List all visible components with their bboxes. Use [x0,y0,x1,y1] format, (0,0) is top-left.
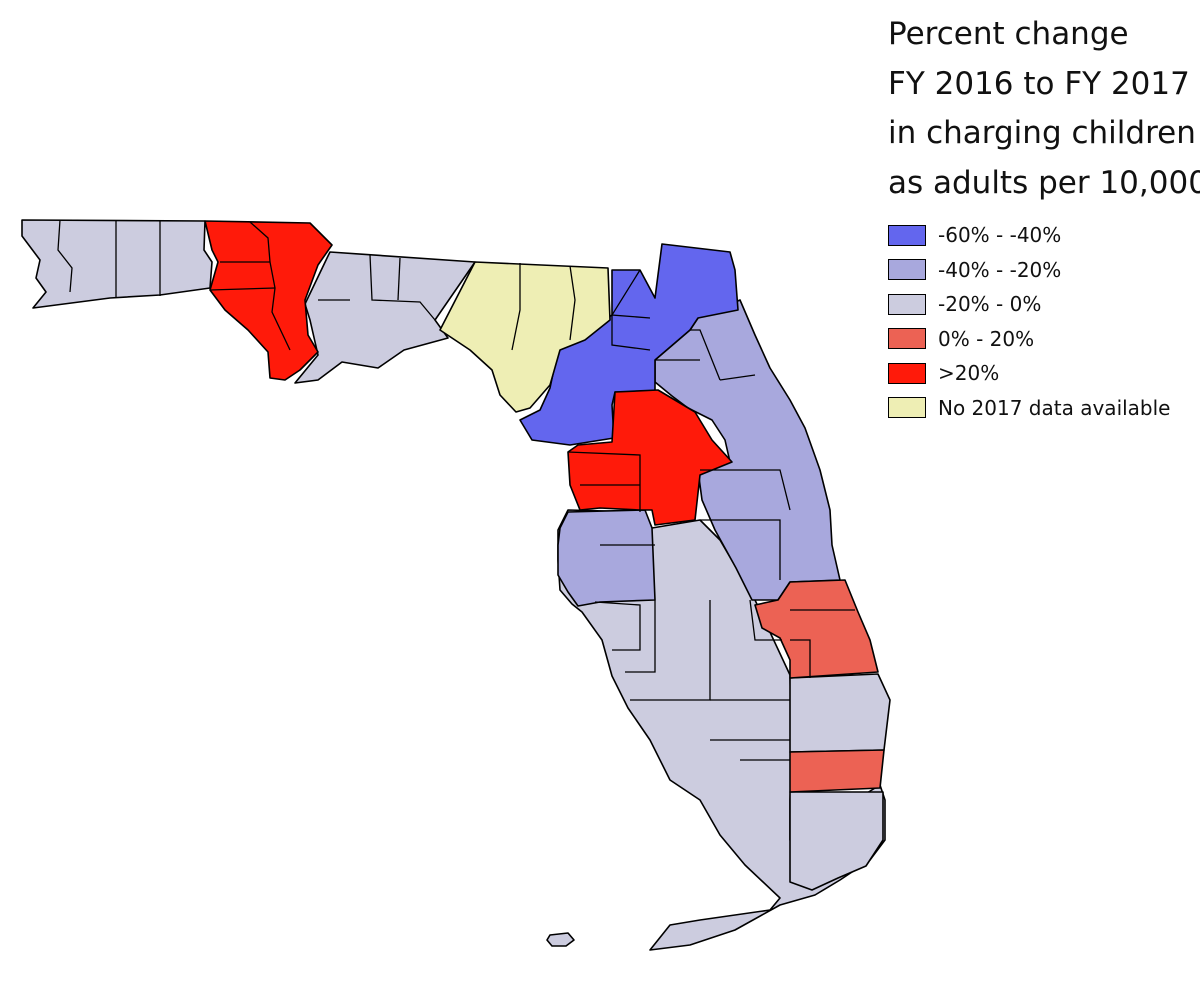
counties-yellow [439,261,611,413]
legend-label: >20% [938,361,1000,386]
legend-label: -60% - -40% [938,223,1062,248]
legend-title-line: FY 2016 to FY 2017 [888,65,1190,102]
counties-salmon [754,579,885,793]
county-miami-dade [789,791,884,891]
legend-item: 0% - 20% [888,322,1194,357]
county-panhandle-west [21,219,213,309]
legend-title: Percent change FY 2016 to FY 2017 in cha… [888,10,1200,208]
county-panhandle-red [204,220,333,381]
county-central-red [567,389,733,526]
legend-title-line: Percent change [888,16,1129,52]
legend-swatch [888,397,926,419]
county-borders [57,219,855,761]
legend-item: -60% - -40% [888,218,1194,253]
legend-title-line: as adults per 10,000 [888,164,1200,201]
county-no-data [439,261,611,413]
legend-label: -20% - 0% [938,292,1042,317]
legend-item: >20% [888,356,1194,391]
county-southeast-salmon [754,579,879,679]
county-southeast [789,673,891,753]
legend-swatch [888,362,926,384]
county-keys-island [546,932,575,947]
legend-swatch [888,328,926,350]
county-east-coast [654,299,841,601]
counties-red [204,220,733,526]
legend-title-line: in charging children [888,115,1196,151]
legend-item: -20% - 0% [888,287,1194,322]
county-broward-salmon [789,749,885,793]
legend-label: No 2017 data available [938,395,1171,420]
legend-label: 0% - 20% [938,326,1035,351]
legend-swatch [888,259,926,281]
county-central-west [557,509,656,607]
legend-item: No 2017 data available [888,391,1194,426]
legend-item: -40% - -20% [888,253,1194,288]
counties-lavender [557,299,841,607]
legend-swatch [888,293,926,315]
legend: Percent change FY 2016 to FY 2017 in cha… [888,10,1200,425]
legend-label: -40% - -20% [938,257,1062,282]
legend-swatch [888,224,926,246]
legend-items: -60% - -40% -40% - -20% -20% - 0% 0% - 2… [888,218,1194,425]
